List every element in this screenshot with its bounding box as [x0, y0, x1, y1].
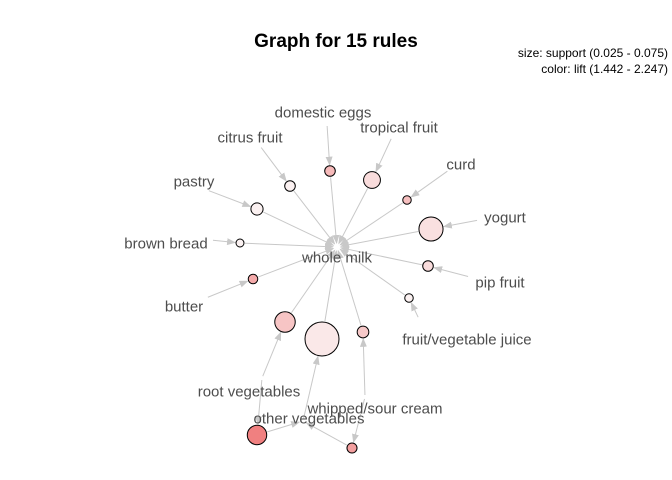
item-label-brown-bread: brown bread — [124, 236, 207, 253]
rule-node-13 — [304, 321, 340, 357]
edge-layer — [207, 125, 478, 446]
item-label-root-vegetables: root vegetables — [198, 384, 301, 401]
rule-node-14 — [246, 424, 268, 446]
rule-node-15 — [346, 442, 358, 454]
edge-rule-4-rhs-whole_milk — [339, 202, 403, 246]
item-label-other-vegetables: other vegetables — [254, 411, 365, 428]
rule-node-4 — [402, 195, 412, 205]
item-label-yogurt: yogurt — [484, 210, 527, 227]
graph-title: Graph for 15 rules — [254, 31, 418, 52]
item-label-pip-fruit: pip fruit — [475, 275, 525, 292]
rule-node-layer — [235, 165, 444, 454]
edge-lhs-yogurt-rule-6 — [442, 219, 478, 229]
edge-rule-1-rhs-whole_milk — [330, 177, 340, 245]
edge-rule-7-rhs-whole_milk — [244, 242, 335, 251]
item-label-tropical-fruit: tropical fruit — [360, 120, 438, 137]
edge-rule-15-rhs-other_vegetables — [305, 422, 347, 446]
edge-lhs-root_vegetables-rule-11 — [262, 331, 282, 377]
edge-lhs-pip_fruit-rule-8 — [433, 266, 469, 277]
edge-rule-8-rhs-whole_milk — [339, 246, 422, 266]
item-label-fruit-vegetable-juice: fruit/vegetable juice — [402, 332, 531, 349]
item-label-whipped-sour-cream: whipped/sour cream — [306, 401, 442, 418]
edge-lhs-other_vegetables-rule-13 — [302, 355, 320, 420]
rule-node-5 — [250, 202, 264, 216]
rule-node-2 — [284, 180, 296, 192]
edge-rule-11-rhs-whole_milk — [290, 249, 336, 314]
edge-lhs-citrus_fruit-rule-2 — [260, 147, 287, 182]
legend-size: size: support (0.025 - 0.075) — [518, 46, 668, 60]
item-label-pastry: pastry — [174, 174, 215, 191]
item-label-domestic-eggs: domestic eggs — [275, 105, 372, 122]
edge-lhs-whipped_sour_cream-rule-12 — [359, 337, 367, 396]
edge-lhs-whipped_sour_cream-rule-15 — [352, 398, 365, 444]
item-label-whole-milk: whole milk — [301, 250, 373, 267]
edge-rule-14-rhs-other_vegetables — [267, 421, 301, 433]
edge-lhs-tropical_fruit-rule-3 — [375, 138, 392, 173]
rule-node-12 — [356, 325, 370, 339]
rule-node-6 — [418, 216, 444, 242]
item-label-butter: butter — [165, 299, 203, 316]
edge-rule-6-rhs-whole_milk — [339, 230, 419, 249]
edge-rule-9-rhs-whole_milk — [258, 247, 335, 278]
edge-lhs-root_vegetables-rule-14 — [255, 379, 263, 426]
edge-lhs-butter-rule-9 — [207, 280, 249, 298]
item-label-citrus-fruit: citrus fruit — [217, 130, 283, 147]
edge-lhs-pastry-rule-5 — [208, 190, 252, 207]
edge-rule-2-rhs-whole_milk — [293, 190, 336, 245]
rule-node-7 — [235, 238, 245, 248]
rule-node-8 — [422, 260, 434, 272]
edge-rule-10-rhs-whole_milk — [339, 248, 405, 296]
edge-rule-13-rhs-whole_milk — [324, 249, 339, 322]
legend-color: color: lift (1.442 - 2.247) — [541, 62, 668, 76]
edge-lhs-domestic_eggs-rule-1 — [325, 125, 333, 166]
edge-rule-3-rhs-whole_milk — [338, 188, 369, 245]
rule-node-9 — [247, 273, 259, 285]
rule-node-1 — [324, 165, 336, 177]
rule-node-3 — [363, 171, 381, 189]
rule-node-10 — [404, 293, 414, 303]
item-label-layer: whole milk domestic eggs citrus fruit tropi… — [124, 105, 531, 428]
edge-lhs-fruit_vegetable_juice-rule-10 — [410, 301, 419, 318]
edge-lhs-brown_bread-rule-7 — [212, 238, 237, 246]
item-label-curd: curd — [446, 157, 475, 174]
edge-rule-5-rhs-whole_milk — [263, 211, 335, 246]
rule-node-11 — [274, 311, 296, 333]
edge-rule-12-rhs-whole_milk — [337, 249, 362, 326]
edge-lhs-curd-rule-4 — [410, 170, 448, 198]
